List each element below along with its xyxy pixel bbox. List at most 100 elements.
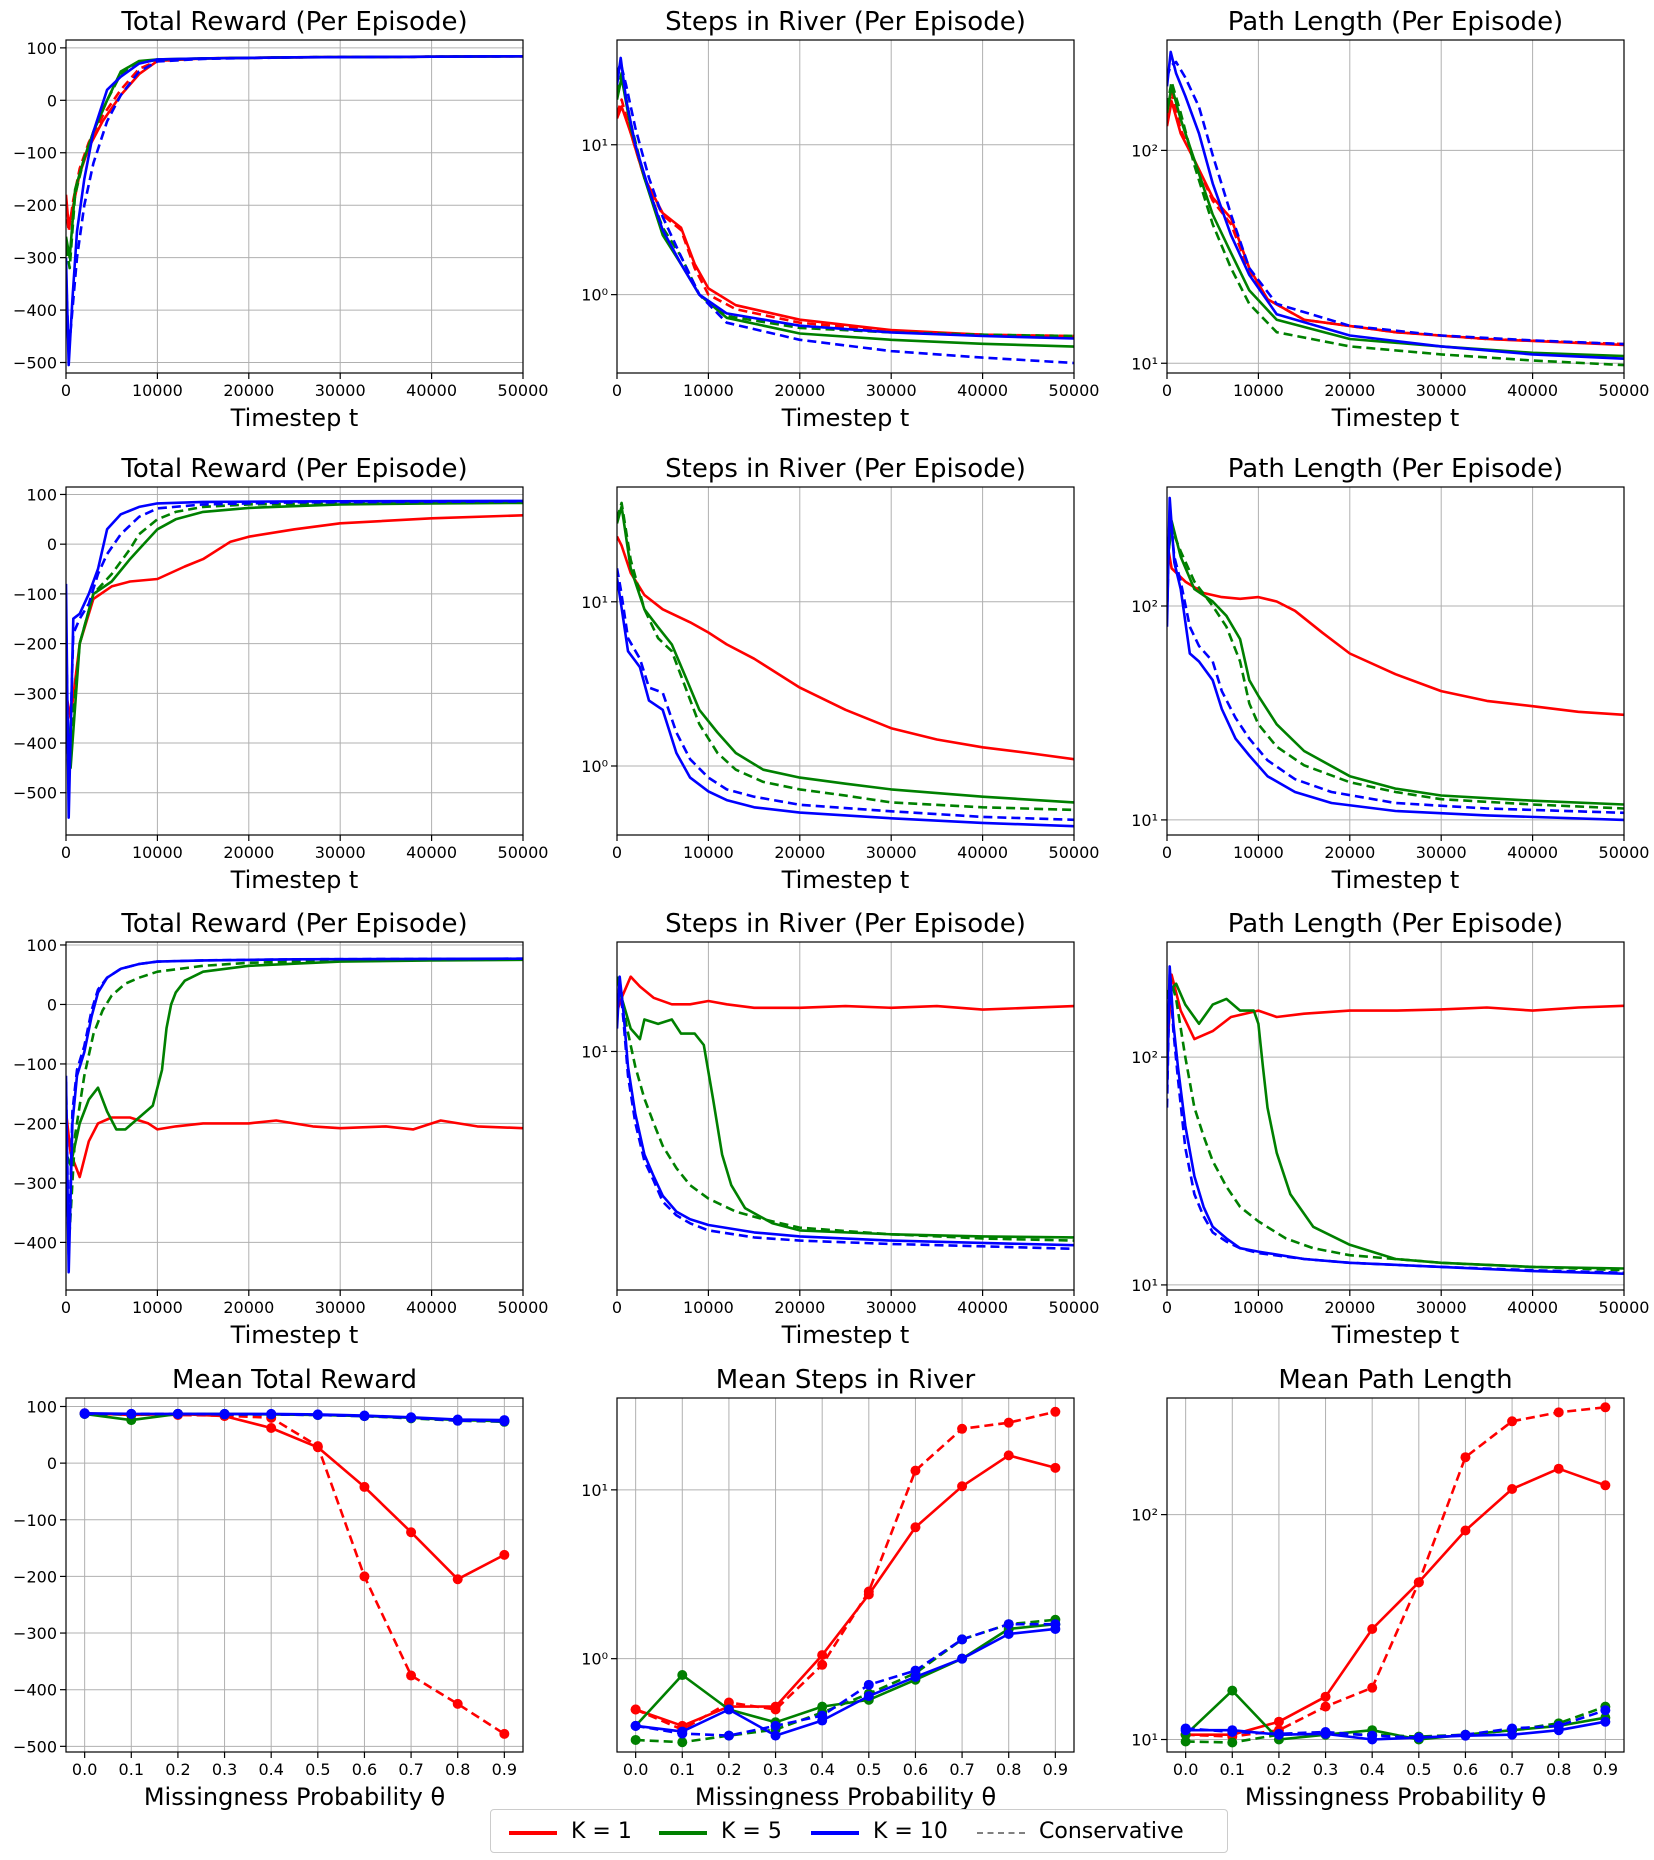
series-line-k-10 bbox=[1167, 50, 1624, 360]
legend-label-conservative: Conservative bbox=[1039, 1819, 1184, 1844]
x-tick-label: 40000 bbox=[957, 843, 1008, 862]
series-line-k-1 bbox=[66, 514, 523, 720]
series-line-k-5-conservative bbox=[1167, 80, 1624, 367]
axes-frame bbox=[65, 941, 524, 1291]
x-tick-label: 0.2 bbox=[1266, 1760, 1291, 1779]
legend-swatch-k5 bbox=[659, 1831, 707, 1835]
data-point bbox=[1050, 1406, 1061, 1417]
data-point bbox=[1367, 1682, 1378, 1693]
x-tick-label: 0.9 bbox=[1043, 1760, 1068, 1779]
data-point bbox=[1600, 1402, 1611, 1413]
x-tick-label: 50000 bbox=[498, 843, 549, 862]
x-tick-label: 30000 bbox=[315, 381, 366, 400]
axes-frame bbox=[616, 1397, 1075, 1753]
x-tick-label: 0.6 bbox=[903, 1760, 928, 1779]
x-tick-label: 0.4 bbox=[258, 1760, 283, 1779]
legend-swatch-conservative bbox=[977, 1832, 1025, 1834]
x-tick-label: 0.1 bbox=[119, 1760, 144, 1779]
series-line-k-10-conservative bbox=[66, 957, 523, 1256]
series-line-k-10-conservative bbox=[66, 500, 523, 795]
y-tick-label: −300 bbox=[13, 249, 57, 268]
series-line-k-10 bbox=[84, 1412, 505, 1422]
data-point bbox=[1003, 1629, 1014, 1639]
x-tick-label: 40000 bbox=[406, 1298, 457, 1317]
x-tick-label: 20000 bbox=[1324, 381, 1375, 400]
series-line-k-10 bbox=[617, 56, 1074, 340]
y-tick-label: 100 bbox=[26, 39, 57, 58]
y-tick-label: −100 bbox=[13, 144, 57, 163]
data-point bbox=[863, 1691, 874, 1702]
chart-r3c2: 0 10000 20000 30000 40000 50000 10¹ Steps in Ri… bbox=[581, 909, 1099, 1349]
x-tick-label: 0.9 bbox=[1593, 1760, 1618, 1779]
data-point bbox=[499, 1549, 510, 1560]
series-line-k-10-conservative bbox=[617, 61, 1074, 365]
x-tick-label: 0 bbox=[61, 1298, 71, 1317]
x-tick-label: 20000 bbox=[774, 843, 825, 862]
data-point bbox=[910, 1665, 921, 1676]
x-axis-label: Missingness Probability θ bbox=[1245, 1783, 1546, 1811]
series-line-k-5-conservative bbox=[1167, 527, 1624, 810]
x-tick-label: 0 bbox=[1162, 381, 1172, 400]
axes-frame bbox=[616, 941, 1075, 1291]
x-tick-label: 0.1 bbox=[1220, 1760, 1245, 1779]
x-tick-label: 10000 bbox=[683, 843, 734, 862]
series-line-k-10 bbox=[1167, 496, 1624, 822]
y-tick-label: −100 bbox=[13, 1055, 57, 1074]
x-tick-label: 0.3 bbox=[212, 1760, 237, 1779]
series-group bbox=[617, 975, 1074, 1251]
x-tick-label: 0.3 bbox=[763, 1760, 788, 1779]
legend-label-k5: K = 5 bbox=[721, 1819, 782, 1844]
x-tick-label: 10000 bbox=[132, 1298, 183, 1317]
y-tick-label: −400 bbox=[13, 734, 57, 753]
data-point bbox=[1273, 1728, 1284, 1739]
data-point bbox=[1367, 1624, 1378, 1635]
series-line-k-10 bbox=[617, 975, 1074, 1247]
series-group bbox=[1167, 50, 1624, 367]
axes-frame bbox=[616, 39, 1075, 374]
data-point bbox=[723, 1697, 734, 1708]
y-tick-label: 0 bbox=[47, 91, 57, 110]
y-tick-label: 10¹ bbox=[581, 1042, 608, 1061]
data-point bbox=[406, 1670, 417, 1681]
data-point bbox=[452, 1698, 463, 1709]
chart-r3c3: 0 10000 20000 30000 40000 50000 10² 10¹ Path Len… bbox=[1131, 909, 1649, 1349]
x-axis-label: Missingness Probability θ bbox=[695, 1783, 996, 1811]
y-tick-label: 10² bbox=[1131, 141, 1158, 160]
x-tick-label: 20000 bbox=[774, 381, 825, 400]
series-line-k-10-conservative bbox=[66, 55, 523, 354]
y-tick-label: −200 bbox=[13, 1114, 57, 1133]
y-tick-label: −100 bbox=[13, 1511, 57, 1530]
series-line-k-1-conservative bbox=[84, 1412, 506, 1735]
x-tick-label: 10000 bbox=[132, 843, 183, 862]
data-point bbox=[359, 1411, 370, 1422]
data-point bbox=[677, 1728, 688, 1739]
chart-title: Total Reward (Per Episode) bbox=[120, 454, 467, 484]
x-tick-label: 50000 bbox=[1049, 843, 1100, 862]
series-line-k-1 bbox=[66, 1111, 523, 1179]
y-tick-label: −300 bbox=[13, 1624, 57, 1643]
chart-r2c1: 0 10000 20000 30000 40000 50000 100 0 −100 −200 −3… bbox=[13, 454, 548, 894]
y-tick-label: 10¹ bbox=[1131, 811, 1158, 830]
data-point bbox=[723, 1704, 734, 1715]
y-tick-label: −400 bbox=[13, 1681, 57, 1700]
series-line-k-5-conservative bbox=[66, 501, 523, 745]
series-line-k-5-conservative bbox=[617, 71, 1074, 338]
y-tick-label: 10² bbox=[1131, 1048, 1158, 1067]
x-tick-label: 0.6 bbox=[352, 1760, 377, 1779]
data-point bbox=[1273, 1716, 1284, 1727]
data-point bbox=[1227, 1685, 1238, 1696]
x-tick-label: 0.7 bbox=[1499, 1760, 1524, 1779]
data-point bbox=[219, 1409, 230, 1420]
legend-label-k1: K = 1 bbox=[571, 1819, 632, 1844]
series-line-k-5-conservative bbox=[635, 1618, 1056, 1744]
series-line-k-5-conservative bbox=[66, 958, 523, 1232]
series-line-k-5 bbox=[617, 976, 1074, 1239]
data-point bbox=[723, 1730, 734, 1741]
x-tick-label: 0.7 bbox=[949, 1760, 974, 1779]
x-tick-label: 20000 bbox=[1324, 843, 1375, 862]
series-line-k-1-conservative bbox=[1185, 1406, 1606, 1738]
data-point bbox=[957, 1634, 968, 1645]
x-axis-label: Timestep t bbox=[781, 404, 910, 432]
x-tick-label: 30000 bbox=[866, 381, 917, 400]
y-tick-label: 10² bbox=[1131, 1506, 1158, 1525]
